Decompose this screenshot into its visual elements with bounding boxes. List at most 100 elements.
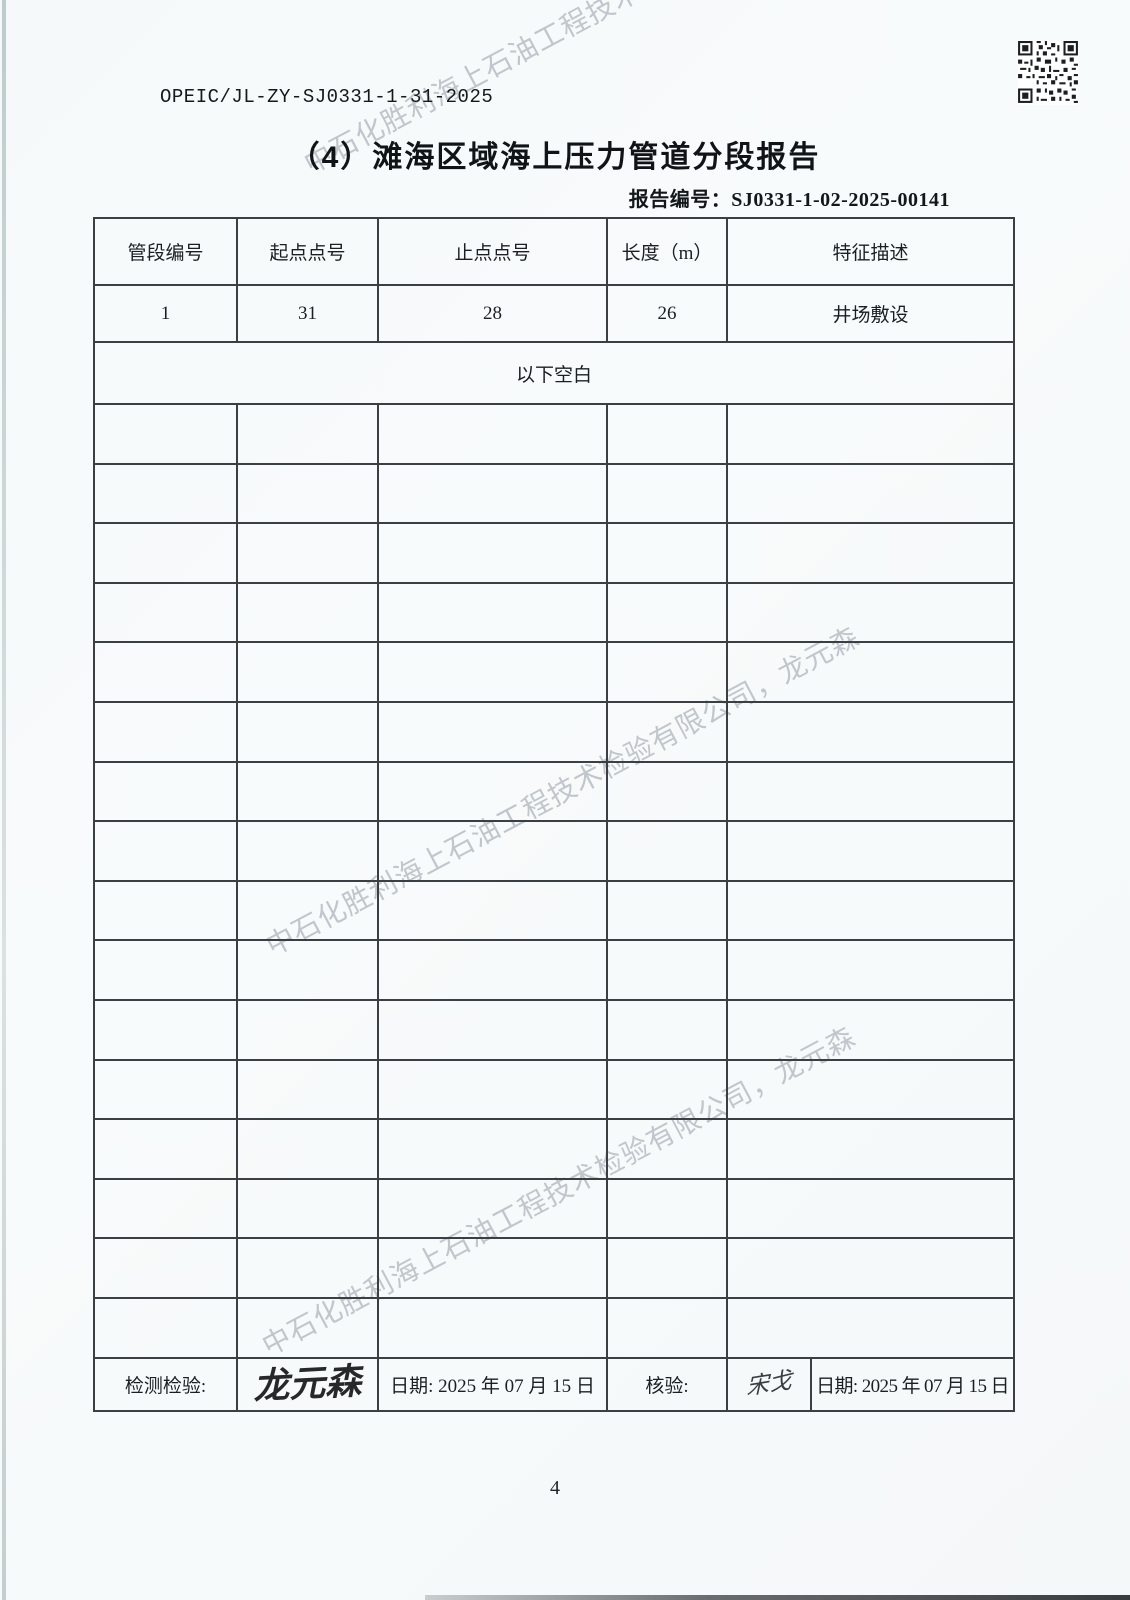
table-header-row: 管段编号 起点点号 止点点号 长度（m） 特征描述 xyxy=(93,217,1016,286)
empty-cell xyxy=(377,462,608,525)
empty-table-row xyxy=(93,700,1016,763)
empty-cell xyxy=(606,1237,728,1299)
empty-cell xyxy=(93,939,238,1001)
empty-cell xyxy=(377,1296,608,1359)
empty-cell xyxy=(606,879,728,942)
empty-cell xyxy=(725,1177,1016,1240)
empty-table-row xyxy=(93,1296,1016,1359)
empty-cell xyxy=(93,998,238,1061)
empty-cell xyxy=(377,1118,608,1180)
empty-cell xyxy=(93,820,238,882)
empty-cell xyxy=(236,1296,379,1359)
empty-cell xyxy=(606,760,728,823)
empty-cell xyxy=(377,879,608,942)
cell-end-point: 28 xyxy=(377,284,608,343)
document-code: OPEIC/JL-ZY-SJ0331-1-31-2025 xyxy=(160,86,494,108)
empty-table-row xyxy=(93,1237,1016,1299)
empty-cell xyxy=(606,581,728,644)
empty-cell xyxy=(236,879,379,942)
empty-cell xyxy=(725,939,1016,1001)
empty-cell xyxy=(236,760,379,823)
reviewer-signature-handwriting: 宋戈 xyxy=(746,1366,792,1400)
empty-cell xyxy=(93,700,238,763)
empty-cell xyxy=(606,522,728,584)
col-header-segment-no: 管段编号 xyxy=(93,217,238,286)
scan-edge-bottom xyxy=(425,1595,1130,1600)
signoff-row: 检测检验: 龙元森 日期: 2025 年 07 月 15 日 核验: 宋戈 日期… xyxy=(93,1356,1016,1412)
col-header-start-point: 起点点号 xyxy=(236,217,379,286)
empty-cell xyxy=(377,641,608,703)
empty-cell xyxy=(606,641,728,703)
empty-table-row xyxy=(93,1058,1016,1121)
empty-cell xyxy=(725,641,1016,703)
table-row: 1 31 28 26 井场敷设 xyxy=(93,284,1016,343)
empty-cell xyxy=(236,403,379,465)
empty-cell xyxy=(377,1058,608,1121)
empty-cell xyxy=(725,700,1016,763)
col-header-end-point: 止点点号 xyxy=(377,217,608,286)
empty-cell xyxy=(725,879,1016,942)
empty-table-row xyxy=(93,581,1016,644)
cell-length: 26 xyxy=(606,284,728,343)
empty-cell xyxy=(93,1177,238,1240)
empty-cell xyxy=(93,1237,238,1299)
empty-cell xyxy=(725,403,1016,465)
empty-cell xyxy=(606,700,728,763)
empty-cell xyxy=(606,1296,728,1359)
empty-cell xyxy=(236,820,379,882)
empty-cell xyxy=(93,403,238,465)
empty-cell xyxy=(377,522,608,584)
empty-table-row xyxy=(93,760,1016,823)
empty-table-row xyxy=(93,1118,1016,1180)
report-number-value: SJ0331-1-02-2025-00141 xyxy=(731,189,950,211)
empty-cell xyxy=(725,581,1016,644)
inspector-label: 检测检验: xyxy=(93,1356,238,1412)
empty-cell xyxy=(93,1058,238,1121)
empty-table-row xyxy=(93,462,1016,525)
empty-cell xyxy=(725,1296,1016,1359)
report-number-label: 报告编号： xyxy=(628,189,732,211)
empty-cell xyxy=(377,700,608,763)
empty-cell xyxy=(93,581,238,644)
empty-cell xyxy=(93,1296,238,1359)
empty-cell xyxy=(725,1058,1016,1121)
empty-cell xyxy=(725,522,1016,584)
empty-cell xyxy=(236,998,379,1061)
empty-cell xyxy=(725,820,1016,882)
empty-table-row xyxy=(93,403,1016,465)
report-number-line: 报告编号：SJ0331-1-02-2025-00141 xyxy=(0,183,950,212)
page-title: （4）滩海区域海上压力管道分段报告 xyxy=(289,141,821,174)
empty-cell xyxy=(606,998,728,1061)
cell-start-point: 31 xyxy=(236,284,379,343)
empty-cell xyxy=(236,700,379,763)
reviewer-date: 日期: 2025 年 07 月 15 日 xyxy=(809,1356,1016,1412)
empty-cell xyxy=(236,1118,379,1180)
empty-cell xyxy=(606,1058,728,1121)
empty-cell xyxy=(236,1237,379,1299)
empty-cell xyxy=(606,462,728,525)
empty-cell xyxy=(606,1177,728,1240)
empty-cell xyxy=(606,820,728,882)
empty-cell xyxy=(725,760,1016,823)
empty-table-row xyxy=(93,820,1016,882)
empty-cell xyxy=(606,939,728,1001)
empty-cell xyxy=(377,403,608,465)
empty-cell xyxy=(606,403,728,465)
inspector-signature-handwriting: 龙元森 xyxy=(252,1361,363,1407)
empty-cell xyxy=(377,820,608,882)
empty-cell xyxy=(236,522,379,584)
empty-cell xyxy=(236,1177,379,1240)
empty-cell xyxy=(725,998,1016,1061)
empty-cell xyxy=(725,1237,1016,1299)
empty-table-row xyxy=(93,522,1016,584)
empty-cell xyxy=(93,522,238,584)
empty-cell xyxy=(377,581,608,644)
scan-edge-left xyxy=(2,0,6,1600)
inspector-date: 日期: 2025 年 07 月 15 日 xyxy=(377,1356,608,1412)
empty-cell xyxy=(236,1058,379,1121)
empty-cell xyxy=(377,1237,608,1299)
empty-cell xyxy=(236,581,379,644)
empty-table-row xyxy=(93,641,1016,703)
page-number: 4 xyxy=(550,1477,560,1499)
